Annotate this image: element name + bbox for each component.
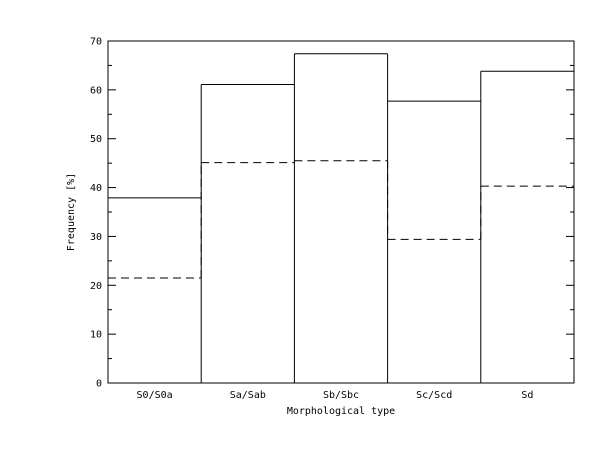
x-tick-label: S0/S0a [137,390,173,401]
y-tick-label: 20 [90,281,102,292]
y-tick-label: 40 [90,183,102,194]
y-tick-label: 60 [90,85,102,96]
y-tick-label: 70 [90,37,102,48]
plot-frame [107,40,575,384]
x-tick-label: Sc/Scd [416,390,452,401]
dashed-histogram [108,160,574,279]
y-axis: 0 10 20 30 40 50 60 70 [90,37,574,390]
solid-histogram [108,53,574,383]
x-tick-label: Sb/Sbc [323,390,359,401]
x-axis-title: Morphological type [287,406,395,417]
y-tick-label: 30 [90,232,102,243]
y-tick-label: 10 [90,330,102,341]
y-tick-label: 50 [90,134,102,145]
x-axis: S0/S0a Sa/Sab Sb/Sbc Sc/Scd Sd [137,390,534,401]
y-tick-label: 0 [96,379,102,390]
y-axis-title: Frequency [%] [66,173,77,251]
x-tick-label: Sa/Sab [230,390,266,401]
x-tick-label: Sd [521,390,533,401]
